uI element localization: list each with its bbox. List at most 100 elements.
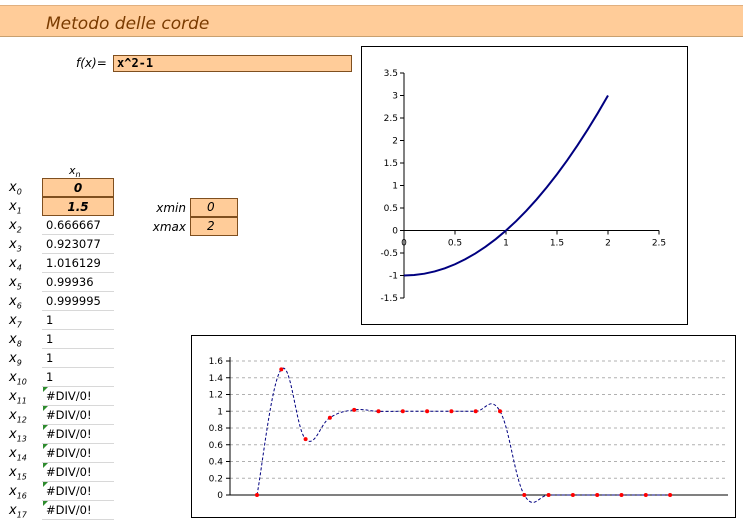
cell-value[interactable]: 1 xyxy=(42,368,114,387)
cell-value[interactable]: 0.999995 xyxy=(42,292,114,311)
table-row: x11 #DIV/0! xyxy=(0,387,115,406)
xmin-input[interactable]: 0 xyxy=(190,198,238,217)
y-tick-label: 1.5 xyxy=(384,159,398,169)
y-tick-label: -0.5 xyxy=(380,249,398,259)
cell-value[interactable]: #DIV/0! xyxy=(42,482,114,501)
data-point xyxy=(255,493,259,497)
data-point xyxy=(352,407,357,412)
table-row: x6 0.999995 xyxy=(0,292,115,311)
table-row: x9 1 xyxy=(0,349,115,368)
data-point xyxy=(522,493,527,497)
y-tick-label: 0.4 xyxy=(209,458,224,468)
y-tick-label: 1 xyxy=(217,407,223,417)
cell-value[interactable]: 0.923077 xyxy=(42,235,114,254)
column-header: xn xyxy=(69,164,81,180)
table-row: x7 1 xyxy=(0,311,115,330)
data-point xyxy=(400,409,405,414)
table-row: x15 #DIV/0! xyxy=(0,463,115,482)
data-point xyxy=(668,493,673,497)
y-tick-label: 3.5 xyxy=(384,69,398,79)
xmin-label: xmin xyxy=(156,201,186,215)
function-series-line xyxy=(403,94,609,277)
row-label: x15 xyxy=(9,465,27,482)
cell-value[interactable]: 1 xyxy=(42,311,114,330)
row-label: x2 xyxy=(9,218,22,235)
iterations-series-line xyxy=(256,367,671,503)
table-row: x4 1.016129 xyxy=(0,254,115,273)
title-banner xyxy=(0,5,743,37)
table-row: x16 #DIV/0! xyxy=(0,482,115,501)
x-tick-label: 0 xyxy=(401,239,407,249)
table-row: x5 0.99936 xyxy=(0,273,115,292)
cell-value[interactable]: #DIV/0! xyxy=(42,425,114,444)
data-point xyxy=(473,409,478,414)
data-point xyxy=(376,409,381,414)
data-point xyxy=(279,367,284,372)
x-tick-label: 2.5 xyxy=(652,239,666,249)
row-label: x14 xyxy=(9,446,27,463)
x-tick-label: 0.5 xyxy=(448,239,462,249)
iterations-chart-svg: 1.6 1.4 1.2 1 0.8 0.6 0.4 0.2 0 xyxy=(209,357,728,503)
cell-value[interactable]: #DIV/0! xyxy=(42,387,114,406)
cell-value[interactable]: #DIV/0! xyxy=(42,501,114,520)
function-chart-svg: 3.532.521.510.50-0.5-1-1.50 0.5 1 1.5 2 2.5 xyxy=(380,69,666,304)
data-point xyxy=(449,409,454,414)
y-tick-label: 0.5 xyxy=(384,204,398,214)
cell-value[interactable]: 0.666667 xyxy=(42,216,114,235)
cell-value[interactable]: #DIV/0! xyxy=(42,406,114,425)
table-row: x13 #DIV/0! xyxy=(0,425,115,444)
function-label: f(x)= xyxy=(76,56,107,70)
row-label: x0 xyxy=(9,180,22,197)
data-point xyxy=(327,415,332,420)
function-input[interactable]: x^2-1 xyxy=(113,55,352,72)
table-row: x8 1 xyxy=(0,330,115,349)
y-tick-label: 2 xyxy=(392,137,398,147)
data-point xyxy=(595,493,600,497)
y-tick-label: 0.6 xyxy=(209,441,224,451)
x-tick-label: 1 xyxy=(503,239,509,249)
table-row: x1 1.5 xyxy=(0,197,115,216)
cell-value[interactable]: #DIV/0! xyxy=(42,444,114,463)
cell-value[interactable]: 0.99936 xyxy=(42,273,114,292)
iterations-chart[interactable]: 1.6 1.4 1.2 1 0.8 0.6 0.4 0.2 0 xyxy=(191,335,736,518)
cell-value[interactable]: 1.016129 xyxy=(42,254,114,273)
y-tick-label: 3 xyxy=(392,92,398,102)
data-point xyxy=(570,493,575,497)
y-tick-label: 0.2 xyxy=(209,474,223,484)
row-label: x6 xyxy=(9,294,22,311)
row-label: x12 xyxy=(9,408,27,425)
xmax-input[interactable]: 2 xyxy=(190,217,238,236)
table-row: x12 #DIV/0! xyxy=(0,406,115,425)
y-tick-label: 0 xyxy=(392,227,398,237)
data-point xyxy=(303,437,308,442)
function-chart[interactable]: 3.5 3 2.5 2 1.5 1 0.5 0 -0.5 -1 -1.5 0 0.5 1 1.5 2 2.5 xyxy=(361,46,688,325)
y-tick-label: 1 xyxy=(392,182,398,192)
row-label: x11 xyxy=(9,389,27,406)
row-label: x7 xyxy=(9,313,22,330)
data-point xyxy=(619,493,624,497)
cell-value[interactable]: 1 xyxy=(42,349,114,368)
xmax-label: xmax xyxy=(152,220,186,234)
table-row: x0 0 xyxy=(0,178,115,197)
row-label: x8 xyxy=(9,332,22,349)
data-point xyxy=(498,409,502,414)
row-label: x3 xyxy=(9,237,22,254)
table-row: x14 #DIV/0! xyxy=(0,444,115,463)
initial-value-input[interactable]: 0 xyxy=(42,178,114,197)
data-point xyxy=(546,493,551,497)
x-tick-label: 1.5 xyxy=(550,239,564,249)
initial-value-input[interactable]: 1.5 xyxy=(42,197,114,216)
row-label: x10 xyxy=(9,370,27,387)
data-point xyxy=(643,493,648,497)
y-tick-label: 1.2 xyxy=(209,391,223,401)
cell-value[interactable]: #DIV/0! xyxy=(42,463,114,482)
data-point xyxy=(425,409,430,414)
table-row: x10 1 xyxy=(0,368,115,387)
row-label: x16 xyxy=(9,484,27,501)
row-label: x17 xyxy=(9,503,27,520)
y-tick-label: -1 xyxy=(389,272,398,282)
row-label: x1 xyxy=(9,199,22,216)
x-tick-label: 2 xyxy=(605,239,611,249)
cell-value[interactable]: 1 xyxy=(42,330,114,349)
row-label: x5 xyxy=(9,275,22,292)
